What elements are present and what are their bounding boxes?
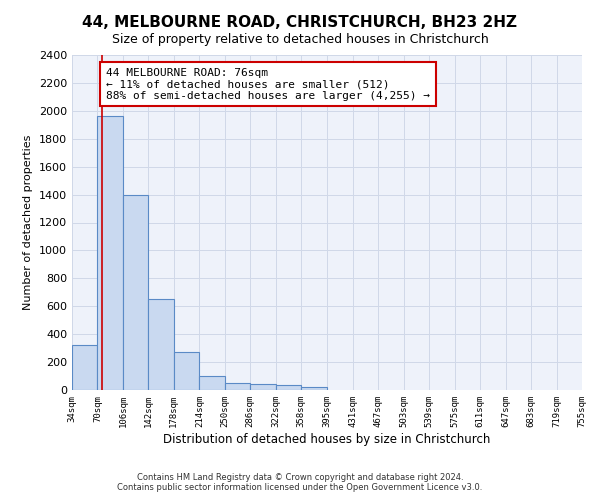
Bar bbox=[301, 387, 326, 390]
Bar bbox=[174, 352, 199, 390]
Y-axis label: Number of detached properties: Number of detached properties bbox=[23, 135, 34, 310]
Bar bbox=[276, 385, 301, 390]
Text: 44, MELBOURNE ROAD, CHRISTCHURCH, BH23 2HZ: 44, MELBOURNE ROAD, CHRISTCHURCH, BH23 2… bbox=[83, 15, 517, 30]
Bar bbox=[72, 346, 97, 390]
Bar bbox=[250, 384, 276, 390]
Bar bbox=[225, 384, 250, 390]
Bar bbox=[123, 194, 148, 390]
Bar bbox=[97, 116, 123, 390]
Bar bbox=[148, 300, 174, 390]
Text: 44 MELBOURNE ROAD: 76sqm
← 11% of detached houses are smaller (512)
88% of semi-: 44 MELBOURNE ROAD: 76sqm ← 11% of detach… bbox=[106, 68, 430, 101]
Bar bbox=[199, 376, 225, 390]
X-axis label: Distribution of detached houses by size in Christchurch: Distribution of detached houses by size … bbox=[163, 432, 491, 446]
Text: Contains HM Land Registry data © Crown copyright and database right 2024.
Contai: Contains HM Land Registry data © Crown c… bbox=[118, 473, 482, 492]
Text: Size of property relative to detached houses in Christchurch: Size of property relative to detached ho… bbox=[112, 32, 488, 46]
